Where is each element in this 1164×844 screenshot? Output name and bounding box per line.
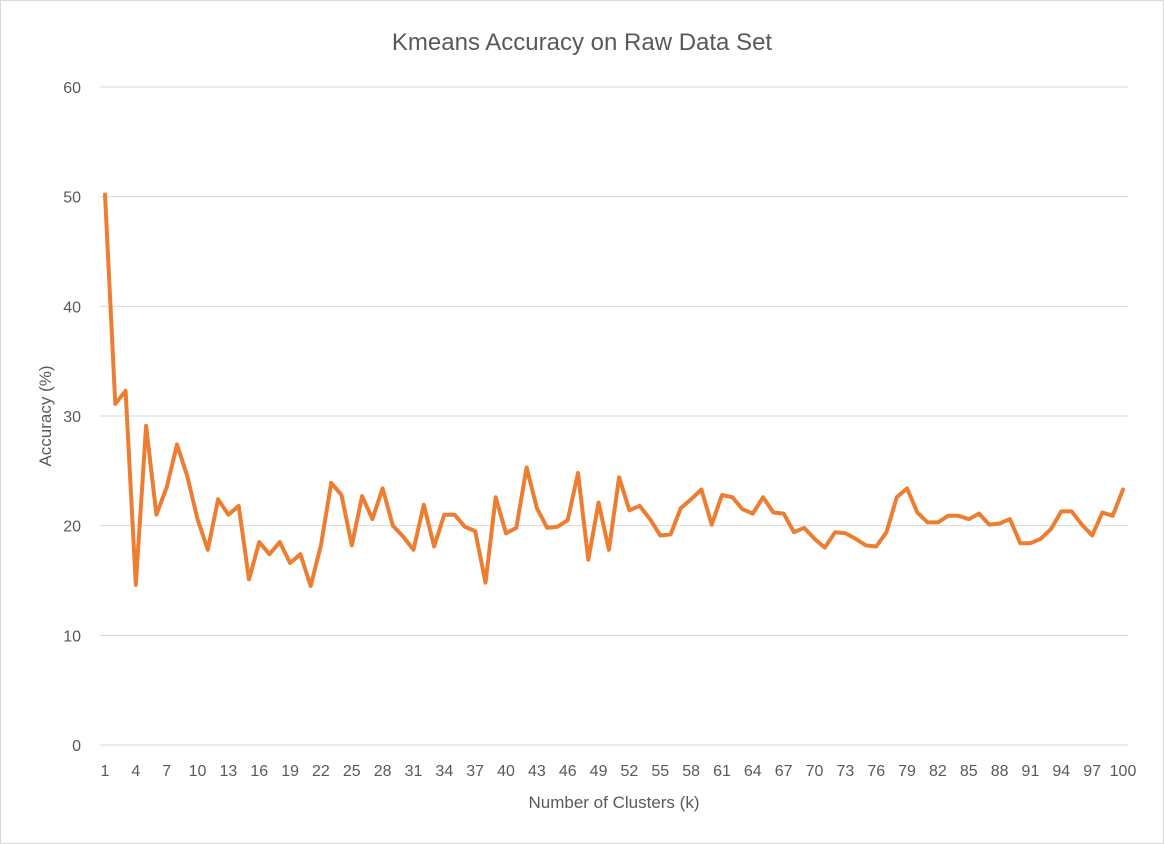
y-tick-label: 0 — [72, 738, 81, 755]
x-axis-ticks: 1 4 7 10 13 16 19 22 25 28 31 34 37 40 43 46 49 52 55 58 61 6… — [101, 763, 1137, 780]
x-tick-label: 82 — [929, 763, 947, 780]
chart-title: Kmeans Accuracy on Raw Data Set — [392, 29, 773, 56]
y-tick-label: 30 — [63, 409, 81, 426]
x-tick-label: 7 — [162, 763, 171, 780]
x-tick-label: 76 — [867, 763, 885, 780]
accuracy-series-line — [103, 192, 1125, 588]
x-tick-label: 61 — [713, 763, 731, 780]
x-tick-label: 52 — [621, 763, 639, 780]
x-tick-label: 16 — [250, 763, 268, 780]
x-tick-label: 10 — [189, 763, 207, 780]
y-tick-label: 40 — [63, 299, 81, 316]
x-tick-label: 34 — [435, 763, 453, 780]
x-tick-label: 4 — [131, 763, 140, 780]
x-tick-label: 31 — [405, 763, 423, 780]
x-tick-label: 1 — [101, 763, 110, 780]
x-tick-label: 58 — [682, 763, 700, 780]
x-tick-label: 67 — [775, 763, 793, 780]
x-tick-label: 88 — [991, 763, 1009, 780]
x-tick-label: 49 — [590, 763, 608, 780]
x-tick-label: 100 — [1110, 763, 1137, 780]
x-tick-label: 94 — [1052, 763, 1070, 780]
x-tick-label: 73 — [836, 763, 854, 780]
x-tick-label: 97 — [1083, 763, 1101, 780]
x-tick-label: 28 — [374, 763, 392, 780]
y-tick-label: 20 — [63, 519, 81, 536]
x-tick-label: 40 — [497, 763, 515, 780]
x-tick-label: 55 — [651, 763, 669, 780]
x-tick-label: 79 — [898, 763, 916, 780]
y-tick-label: 10 — [63, 628, 81, 645]
x-tick-label: 85 — [960, 763, 978, 780]
y-tick-label: 50 — [63, 190, 81, 207]
x-tick-label: 43 — [528, 763, 546, 780]
x-tick-label: 19 — [281, 763, 299, 780]
y-tick-label: 60 — [63, 80, 81, 97]
x-tick-label: 25 — [343, 763, 361, 780]
x-tick-label: 70 — [806, 763, 824, 780]
x-axis-label: Number of Clusters (k) — [529, 793, 700, 812]
x-tick-label: 46 — [559, 763, 577, 780]
x-tick-label: 13 — [219, 763, 237, 780]
x-tick-label: 91 — [1022, 763, 1040, 780]
y-axis-ticks: 0 10 20 30 40 50 60 — [63, 80, 81, 755]
x-tick-label: 37 — [466, 763, 484, 780]
gridlines — [100, 86, 1128, 636]
x-tick-label: 64 — [744, 763, 762, 780]
y-axis-label: Accuracy (%) — [36, 365, 55, 466]
x-tick-label: 22 — [312, 763, 330, 780]
